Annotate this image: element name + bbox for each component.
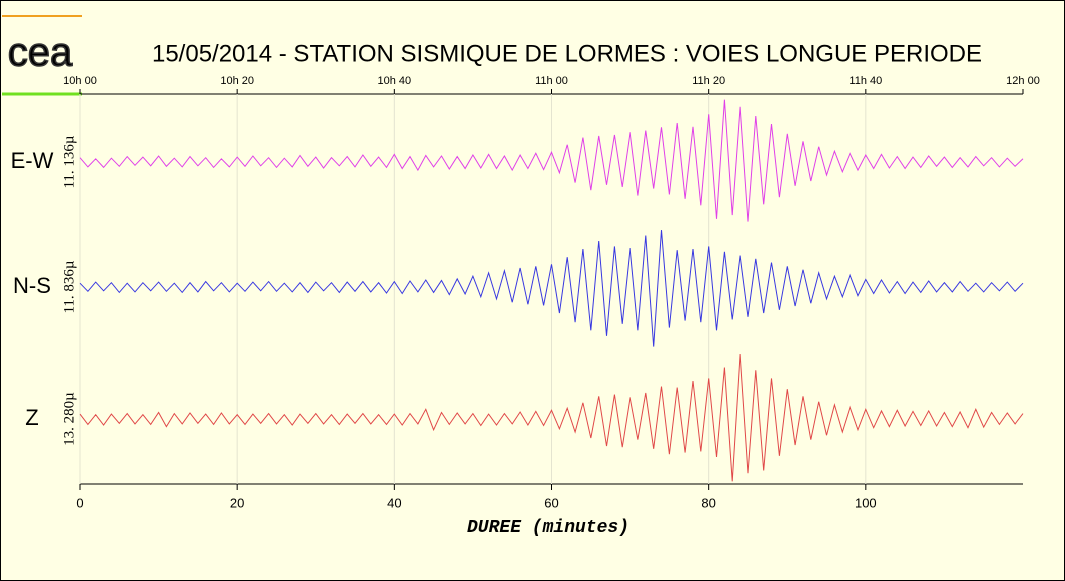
trace: [79, 230, 1024, 347]
x-tick-label: 20: [230, 495, 244, 510]
x-tick-label: 80: [701, 495, 715, 510]
series-name: E-W: [11, 148, 54, 173]
top-tick-label: 10h 40: [378, 75, 412, 87]
x-axis-label: DUREE (minutes): [467, 518, 629, 538]
trace: [79, 99, 1024, 222]
scale-label: 11. 836µ: [61, 260, 77, 313]
top-tick-label: 11h 00: [535, 75, 568, 87]
chart-title: 15/05/2014 - STATION SISMIQUE DE LORMES …: [152, 40, 982, 67]
scale-label: 13. 280µ: [61, 392, 77, 446]
trace: [79, 353, 1024, 482]
top-tick-label: 11h 20: [692, 75, 725, 87]
x-tick-label: 100: [855, 495, 877, 510]
x-tick-label: 0: [76, 495, 83, 510]
x-tick-label: 40: [387, 495, 401, 510]
top-tick-label: 11h 40: [849, 75, 882, 87]
logo: cea: [8, 31, 73, 75]
top-tick-label: 12h 00: [1006, 75, 1040, 87]
series-name: Z: [25, 405, 38, 430]
top-tick-label: 10h 20: [220, 75, 254, 87]
scale-label: 11. 136µ: [61, 135, 77, 188]
series-name: N-S: [13, 273, 51, 298]
x-tick-label: 60: [544, 495, 558, 510]
top-tick-label: 10h 00: [63, 75, 97, 87]
